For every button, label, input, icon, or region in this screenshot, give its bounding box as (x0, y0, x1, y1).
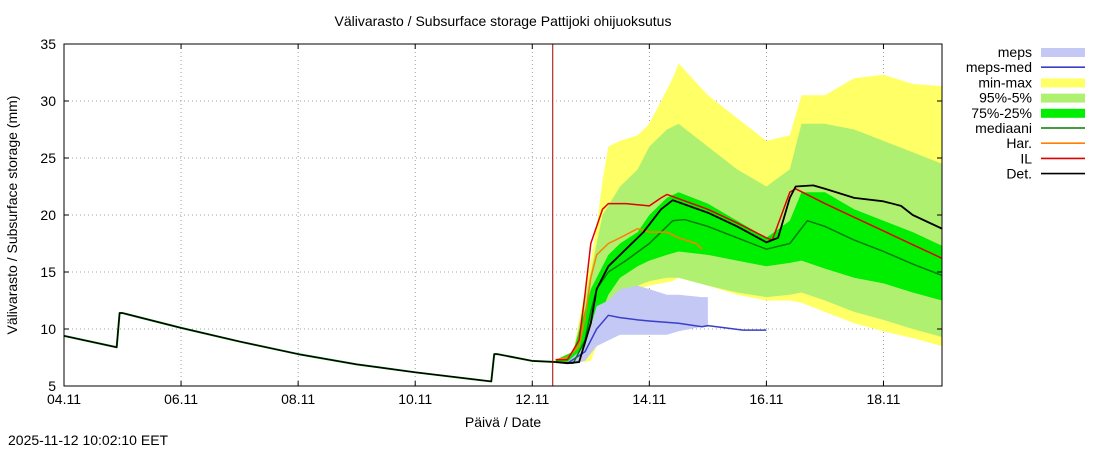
x-tick-label: 16.11 (749, 391, 783, 407)
legend-label-median: mediaani (975, 120, 1032, 136)
series-line-det (555, 184, 942, 365)
band-meps (567, 285, 708, 365)
y-axis-label: Välivarasto / Subsurface storage (mm) (4, 96, 20, 335)
legend: mepsmeps-medmin-max95%-5%75%-25%mediaani… (966, 44, 1085, 182)
legend-swatch-p75_25 (1041, 108, 1085, 118)
history-line (64, 312, 556, 383)
x-tick-label: 08.11 (281, 391, 315, 407)
y-tick-label: 35 (40, 36, 56, 52)
y-tick-label: 5 (48, 378, 56, 394)
legend-label-det: Det. (1006, 166, 1032, 182)
y-tick-label: 15 (40, 264, 56, 280)
legend-label-meps_med: meps-med (966, 59, 1032, 75)
x-axis-label: Päivä / Date (465, 414, 541, 430)
legend-label-p95_5: 95%-5% (979, 90, 1032, 106)
series-line-il (555, 188, 942, 361)
x-tick-label: 06.11 (164, 391, 198, 407)
x-tick-label: 14.11 (632, 391, 666, 407)
legend-label-meps: meps (998, 44, 1032, 60)
legend-label-p75_25: 75%-25% (971, 105, 1032, 121)
y-tick-label: 30 (40, 93, 56, 109)
legend-swatch-p95_5 (1041, 93, 1085, 103)
chart-title: Välivarasto / Subsurface storage Pattijo… (335, 13, 672, 29)
y-tick-label: 25 (40, 150, 56, 166)
y-tick-label: 10 (40, 321, 56, 337)
legend-swatch-meps (1041, 48, 1085, 57)
legend-swatch-minmax (1041, 78, 1085, 88)
x-tick-label: 12.11 (515, 391, 549, 407)
tick-labels: 04.11 06.11 08.11 10.11 12.11 14.11 16.11 18.11… (40, 36, 942, 407)
timestamp: 2025-11-12 10:02:10 EET (8, 432, 169, 448)
x-tick-label: 18.11 (866, 391, 900, 407)
band-layer (555, 63, 942, 365)
legend-label-minmax: min-max (978, 74, 1032, 90)
line-layer (64, 184, 942, 383)
x-tick-label: 10.11 (398, 391, 432, 407)
series-line-har (555, 227, 703, 361)
series-line-meps_med (566, 314, 767, 364)
x-tick-label: 04.11 (47, 391, 81, 407)
legend-label-il: IL (1020, 150, 1032, 166)
band-p75_25 (555, 192, 942, 364)
legend-label-har: Har. (1006, 135, 1032, 151)
series-line-median (555, 218, 942, 364)
y-tick-label: 20 (40, 207, 56, 223)
